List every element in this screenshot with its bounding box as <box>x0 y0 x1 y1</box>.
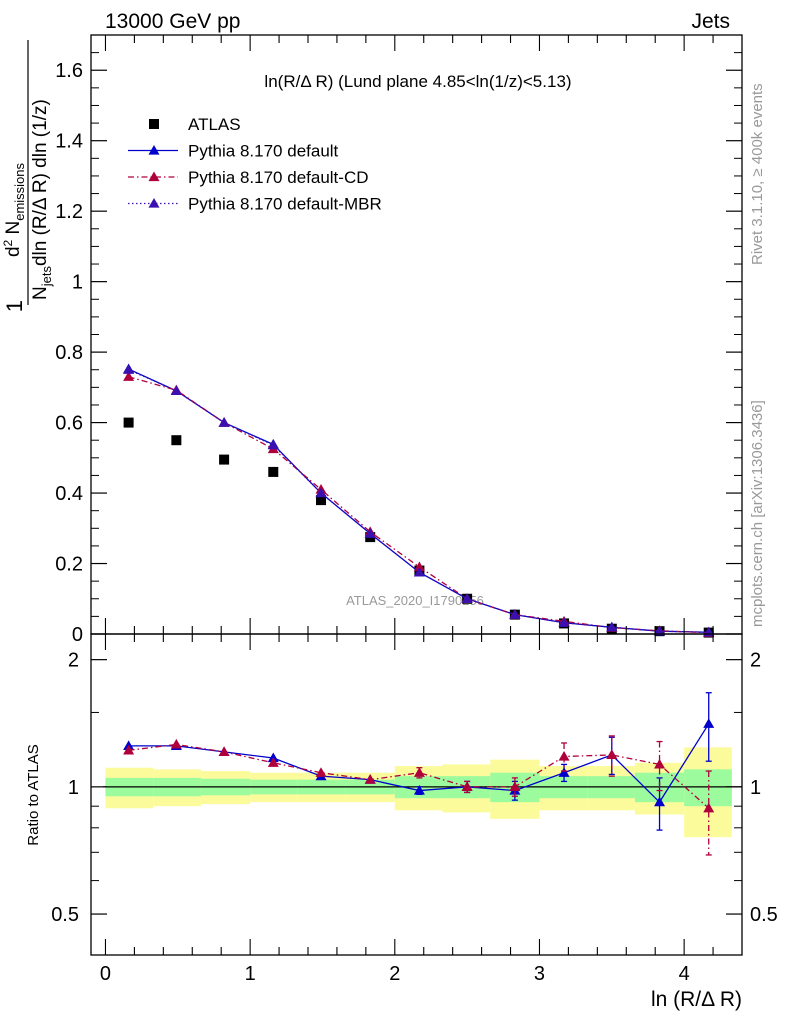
atlas-data-point <box>268 466 279 477</box>
main-y-tick-label: 1.6 <box>55 60 83 82</box>
header-right: Jets <box>691 10 730 33</box>
series-marker <box>315 487 327 498</box>
series-marker <box>509 609 521 619</box>
x-axis-label: ln (R/Δ R) <box>651 988 742 1011</box>
legend-item-1: ATLAS <box>149 115 241 134</box>
header-left: 13000 GeV pp <box>105 10 240 33</box>
main-y-tick-label: 0.6 <box>55 413 83 435</box>
ratio-series-marker <box>703 802 715 813</box>
ratio-series-marker <box>218 746 230 756</box>
ratio-series-2 <box>123 735 715 856</box>
x-tick-label: 1 <box>245 963 256 985</box>
series-marker <box>461 593 473 603</box>
main-y-axis-label-text: Njetsdln (R/Δ R) dln (1/z) <box>30 99 54 300</box>
series-marker <box>413 561 425 572</box>
ratio-y-axis-label: Ratio to ATLAS <box>25 744 42 845</box>
main-y-tick-label: 0.4 <box>55 483 83 505</box>
legend-label: Pythia 8.170 default-CD <box>188 168 369 187</box>
header: 13000 GeV pp Jets <box>105 10 730 33</box>
series-marker <box>606 621 618 632</box>
ratio-y-ticks: 0.5 0.5 1 1 2 2 <box>51 650 778 926</box>
series-marker <box>123 371 135 381</box>
legend-square-marker <box>149 119 159 129</box>
ratio-y-tick-label-right: 1 <box>750 777 761 799</box>
main-y-axis-label-one: 1 <box>2 300 27 312</box>
legend: ATLAS Pythia 8.170 default Pythia 8.170 de… <box>128 115 382 214</box>
ratio-series-marker <box>123 744 135 755</box>
atlas-data-point <box>171 435 182 446</box>
main-y-ticks: 0 0.2 0.4 0.6 0.8 1 1.2 1.4 1.6 <box>55 52 742 646</box>
x-tick-label: 4 <box>679 963 690 985</box>
main-series-4 <box>123 364 715 637</box>
ratio-y-tick-label-right: 0.5 <box>750 904 778 926</box>
ratio-series-marker <box>509 781 521 791</box>
watermark: ATLAS_2020_I1790256 <box>346 593 484 608</box>
main-y-tick-label: 0.2 <box>55 554 83 576</box>
legend-label: ATLAS <box>188 115 241 134</box>
atlas-data-point <box>123 417 134 428</box>
ratio-series-marker <box>606 749 618 760</box>
legend-item-4: Pythia 8.170 default-MBR <box>128 195 382 214</box>
series-marker <box>170 385 182 396</box>
series-marker <box>654 625 666 636</box>
ratio-y-tick-label: 1 <box>68 777 79 799</box>
ratio-series-marker <box>364 774 376 784</box>
atlas-data-point <box>219 454 230 465</box>
series-marker <box>267 439 279 450</box>
series-marker <box>413 566 425 577</box>
ratio-frame <box>90 633 743 956</box>
ratio-series-marker <box>558 767 570 777</box>
series-marker <box>218 417 230 427</box>
atlas-data-point <box>316 495 327 506</box>
legend-triangle-marker <box>148 171 160 182</box>
ratio-series-marker <box>461 781 473 791</box>
main-y-tick-label: 1.4 <box>55 131 83 153</box>
ratio-series-marker <box>413 785 425 795</box>
main-y-tick-label: 0.8 <box>55 342 83 364</box>
ratio-y-tick-label: 0.5 <box>51 904 79 926</box>
legend-triangle-marker <box>148 145 160 155</box>
main-title: ln(R/Δ R) (Lund plane 4.85<ln(1/z)<5.13) <box>264 72 571 91</box>
ratio-series-marker <box>170 738 182 749</box>
ratio-series-marker <box>703 718 715 728</box>
ratio-y-tick-label: 2 <box>68 650 79 672</box>
x-tick-label: 3 <box>534 963 545 985</box>
side-label-bottom: mcplots.cern.ch [arXiv:1306.3436] <box>749 400 766 627</box>
ratio-panel: Ratio to ATLAS 0 1 2 3 4 0.5 0.5 1 1 2 2 <box>25 35 778 985</box>
main-panel: Njetsdln (R/Δ R) dln (1/z) d2 Nemissions… <box>1 34 743 646</box>
x-ticks: 0 1 2 3 4 <box>100 35 714 985</box>
legend-triangle-marker <box>148 198 160 208</box>
x-tick-label: 2 <box>389 963 400 985</box>
legend-label: Pythia 8.170 default <box>188 142 339 161</box>
series-marker <box>364 528 376 538</box>
ratio-y-tick-label-right: 2 <box>750 650 761 672</box>
series-marker <box>558 617 570 627</box>
ratio-series-marker <box>558 750 570 761</box>
legend-item-2: Pythia 8.170 default <box>128 142 339 161</box>
ratio-series-marker <box>654 796 666 807</box>
ratio-series-marker <box>413 767 425 777</box>
ratio-series-marker <box>654 758 666 769</box>
ratio-series-marker <box>315 767 327 777</box>
side-label-top: Rivet 3.1.10, ≥ 400k events <box>749 83 766 265</box>
ratio-inner-band <box>684 769 732 807</box>
legend-item-3: Pythia 8.170 default-CD <box>128 168 369 187</box>
ratio-series-marker <box>267 757 279 767</box>
x-tick-label: 0 <box>100 963 111 985</box>
series-marker <box>123 364 135 374</box>
legend-label: Pythia 8.170 default-MBR <box>188 195 382 214</box>
main-y-axis-label-num: d2 Nemissions <box>1 162 27 257</box>
main-y-tick-label: 1 <box>72 272 83 294</box>
main-y-axis-label: Njetsdln (R/Δ R) dln (1/z) d2 Nemissions… <box>1 40 54 312</box>
main-y-tick-label: 1.2 <box>55 201 83 223</box>
main-y-tick-label: 0 <box>72 624 83 646</box>
